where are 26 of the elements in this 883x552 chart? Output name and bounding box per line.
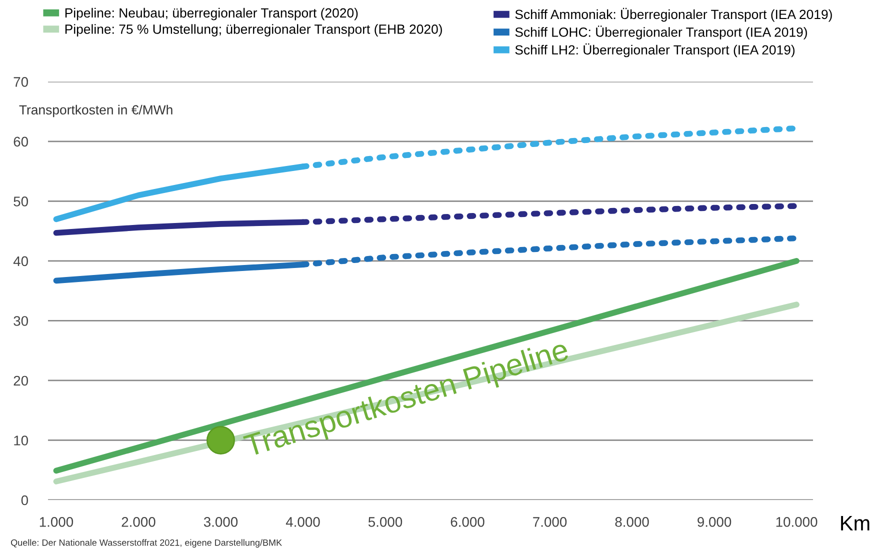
legend-label: Pipeline: 75 % Umstellung; überregionaler Transport (EHB 2020) — [65, 24, 442, 36]
x-tick-label: 4.000 — [286, 517, 320, 527]
x-tick-label: 7.000 — [533, 517, 567, 527]
y-tick-label: 40 — [13, 256, 28, 266]
legend-label: Schiff LH2: Überregionaler Transport (IEA 2019) — [515, 43, 795, 58]
x-tick-label: 3.000 — [204, 517, 238, 527]
y-tick-label: 50 — [14, 196, 28, 206]
x-tick-label: 2.000 — [122, 517, 156, 527]
legend-label: Pipeline: Neubau; überregionaler Transport (2020) — [65, 8, 358, 20]
y-tick-label: 60 — [14, 136, 28, 147]
x-tick-label: 1.000 — [40, 517, 74, 527]
x-tick-label: 9.000 — [698, 517, 732, 527]
y-tick-label: 30 — [14, 316, 28, 326]
legend-label: Schiff Ammoniak: Überregionaler Transport (IEA 2019) — [515, 8, 832, 22]
y-tick-label: 0 — [21, 495, 28, 506]
x-tick-label: 8.000 — [615, 517, 649, 527]
y-tick-label: 70 — [14, 77, 28, 87]
x-tick-label: 5.000 — [368, 517, 402, 527]
x-axis-title: Km — [841, 516, 870, 530]
x-tick-label: 6.000 — [450, 517, 484, 527]
x-tick-label: 10.000 — [776, 517, 818, 527]
source-note: Quelle: Der Nationale Wasserstoffrat 2021, eigene Darstellung/BMK — [11, 539, 282, 548]
legend-label: Schiff LOHC: Überregionaler Transport (IEA 2019) — [515, 26, 807, 40]
y-tick-label: 10 — [14, 436, 28, 446]
y-tick-label: 20 — [14, 376, 28, 386]
y-axis-title: Transportkosten in €/MWh — [19, 104, 172, 118]
